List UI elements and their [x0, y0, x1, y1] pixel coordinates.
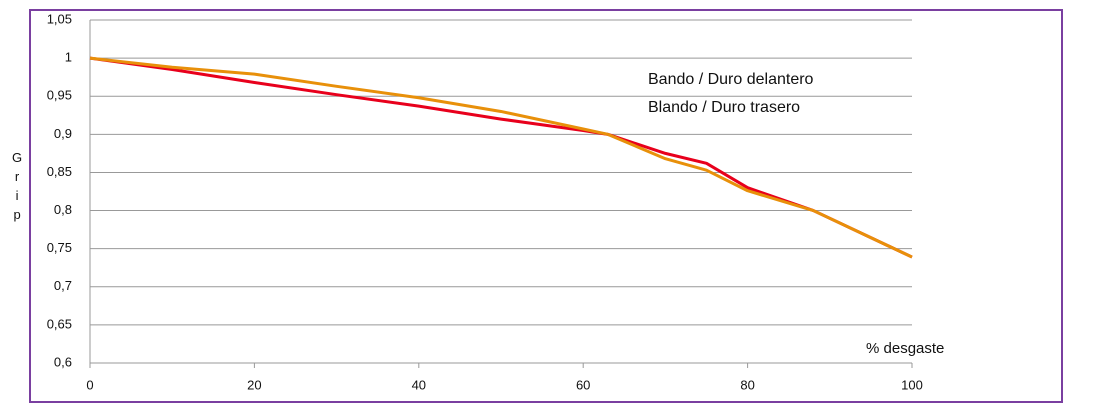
y-tick-label: 0,85	[47, 164, 72, 179]
x-tick-label: 0	[86, 377, 93, 392]
legend-label: Bando / Duro delantero	[648, 71, 814, 88]
x-axis-label: % desgaste	[866, 340, 944, 357]
x-tick-label: 20	[247, 377, 261, 392]
x-tick-label: 80	[740, 377, 754, 392]
x-tick-label: 60	[576, 377, 590, 392]
y-tick-label: 0,95	[47, 88, 72, 103]
y-tick-label: 0,7	[54, 278, 72, 293]
x-tick-label: 100	[901, 377, 923, 392]
legend-label: Blando / Duro trasero	[648, 99, 800, 116]
line-series	[89, 56, 913, 259]
y-tick-label: 1,05	[47, 11, 72, 26]
chart-frame	[29, 9, 1063, 403]
y-tick-label: 0,8	[54, 202, 72, 217]
y-tick-label: 0,9	[54, 126, 72, 141]
y-tick-label: 0,6	[54, 354, 72, 369]
x-tick-label: 40	[412, 377, 426, 392]
y-tick-label: 0,75	[47, 240, 72, 255]
y-axis-label: Grip	[10, 150, 25, 226]
y-tick-label: 0,65	[47, 316, 72, 331]
y-tick-label: 1	[65, 50, 72, 65]
